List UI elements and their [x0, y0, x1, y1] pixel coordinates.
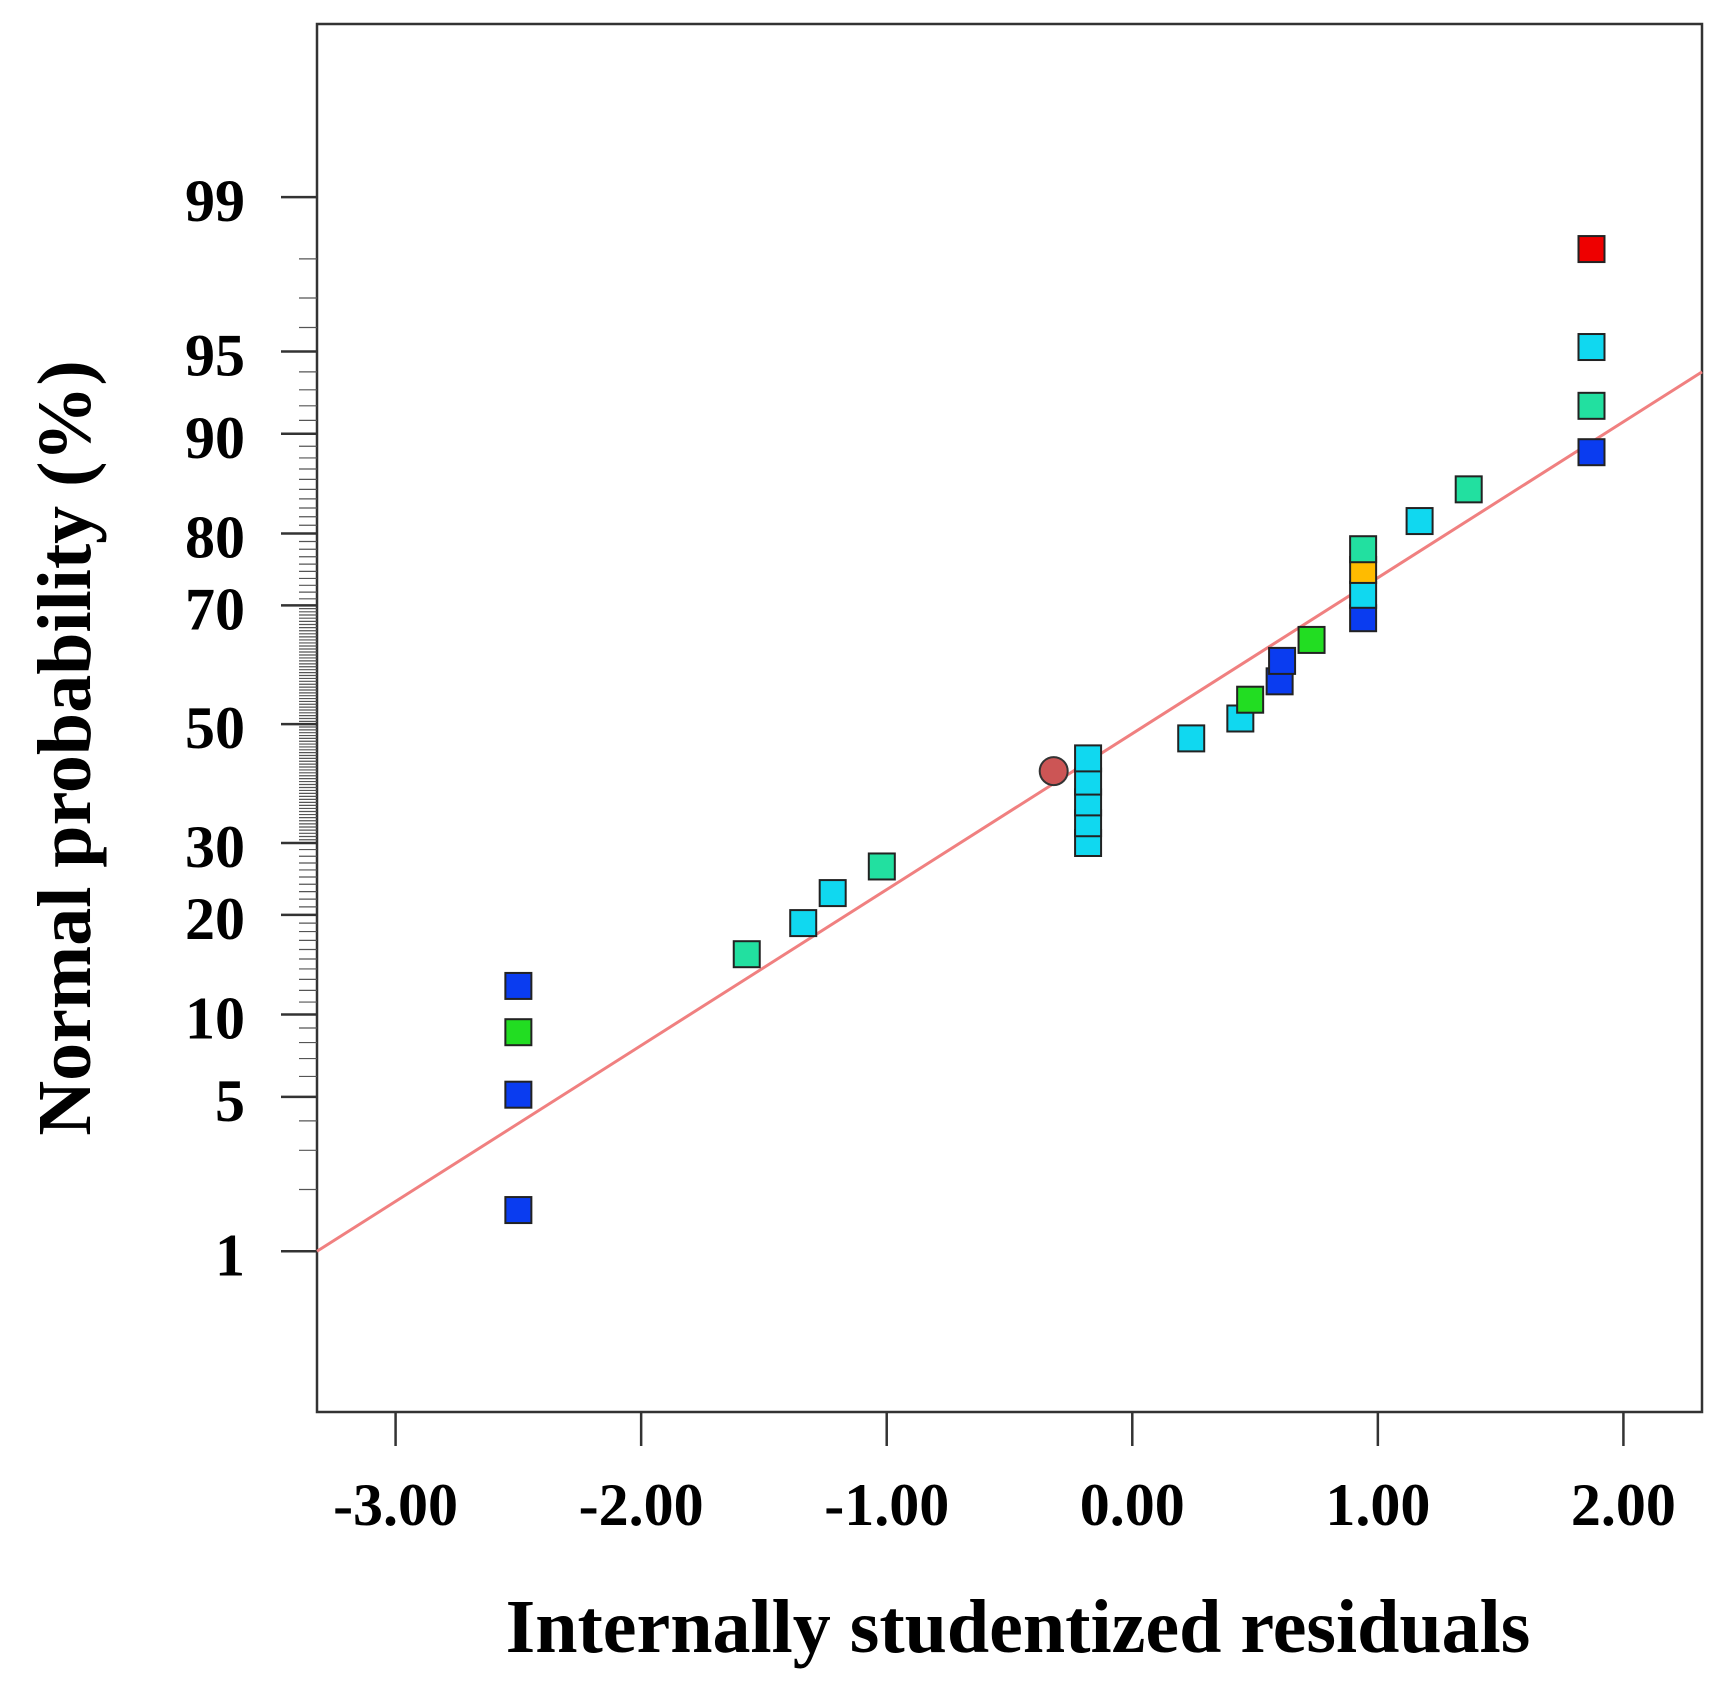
y-tick-label: 30 [185, 814, 245, 880]
x-axis-ticks: -3.00 -2.00 -1.00 0.00 1.00 2.00 [333, 1412, 1676, 1538]
x-tick-label: -3.00 [333, 1472, 458, 1538]
center-point-circle [1038, 756, 1069, 787]
residual-point-square [1577, 333, 1606, 362]
residual-point-square [1349, 580, 1378, 609]
y-tick-label: 1 [215, 1222, 245, 1288]
y-tick-label: 20 [185, 886, 245, 952]
residual-point-square [1349, 604, 1378, 633]
residual-point-square [1074, 744, 1103, 773]
residual-point-square [1405, 507, 1434, 536]
y-minor-ticks [299, 258, 317, 1191]
y-tick-label: 5 [215, 1068, 245, 1134]
residual-point-square [504, 1196, 533, 1225]
y-tick-label: 99 [185, 168, 245, 234]
residual-point-square [818, 879, 847, 908]
y-tick-label: 95 [185, 322, 245, 388]
residual-point-square [732, 940, 761, 969]
x-tick-label: 2.00 [1571, 1472, 1676, 1538]
y-tick-label: 10 [185, 986, 245, 1052]
fit-line [316, 370, 1703, 1253]
residual-point-square [1268, 646, 1297, 675]
residual-point-square [1577, 438, 1606, 467]
residual-point-square [1349, 535, 1378, 564]
data-points [504, 235, 1606, 1225]
y-tick-label: 50 [185, 695, 245, 761]
x-tick-label: 1.00 [1325, 1472, 1430, 1538]
residual-point-square [1177, 724, 1206, 753]
residual-point-square [504, 971, 533, 1000]
y-axis-title: Normal probability (%) [23, 360, 107, 1135]
residual-point-square [789, 909, 818, 938]
residual-point-square [1577, 391, 1606, 420]
plot-frame [315, 22, 1704, 1414]
x-tick-label: 0.00 [1080, 1472, 1185, 1538]
y-tick-label: 90 [185, 405, 245, 471]
residual-point-square [1577, 235, 1606, 264]
residual-point-square [1297, 625, 1326, 654]
residual-point-square [1236, 685, 1265, 714]
residual-point-square [1074, 767, 1103, 796]
residual-point-square [504, 1018, 533, 1047]
y-tick-label: 70 [185, 576, 245, 642]
residual-point-square [867, 852, 896, 881]
residual-point-square [504, 1080, 533, 1109]
y-tick-label: 80 [185, 504, 245, 570]
residual-point-square [1454, 475, 1483, 504]
x-tick-label: -2.00 [579, 1472, 704, 1538]
x-tick-label: -1.00 [824, 1472, 949, 1538]
x-axis-title: Internally studentized residuals [506, 1585, 1531, 1669]
